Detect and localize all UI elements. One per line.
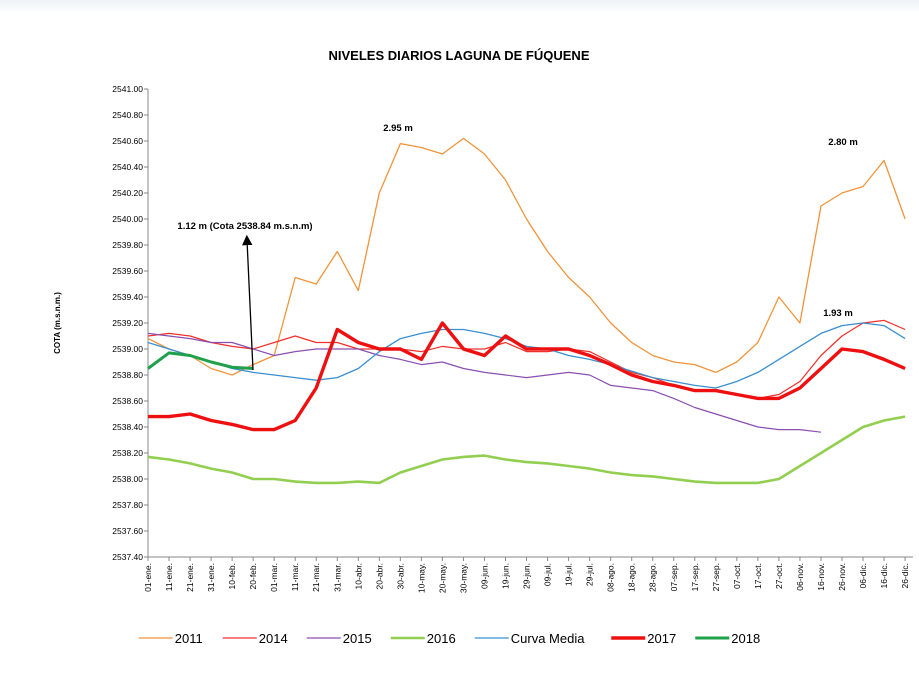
x-tick-label: 26-nov. (837, 563, 847, 591)
y-axis-label: COTA (m.s.n.m.) (53, 292, 62, 354)
x-tick-label: 26-dic. (900, 563, 910, 589)
x-tick-label: 21-ene. (185, 563, 195, 592)
x-tick-label: 01-mar. (269, 563, 279, 592)
x-tick-label: 31-mar. (332, 563, 342, 592)
series-line (147, 415, 906, 485)
y-tick-label: 2540.60 (112, 136, 143, 146)
y-tick-label: 2539.40 (112, 292, 143, 302)
series-line (147, 319, 906, 399)
y-tick-label: 2537.40 (112, 552, 143, 562)
x-tick-label: 29-jul. (585, 563, 595, 586)
x-tick-label: 16-dic. (879, 563, 889, 589)
legend-label: Curva Media (511, 631, 585, 646)
x-tick-label: 11-ene. (164, 563, 174, 591)
x-tick-label: 10-may. (416, 563, 426, 593)
y-tick-label: 2537.80 (112, 500, 143, 510)
x-tick-label: 01-ene. (143, 563, 153, 592)
series-line (147, 332, 822, 433)
x-tick-label: 20-feb. (248, 563, 258, 589)
legend-label: 2016 (427, 631, 456, 646)
y-tick-label: 2538.40 (112, 422, 143, 432)
y-tick-label: 2540.00 (112, 214, 143, 224)
x-tick-label: 27-sep. (711, 563, 721, 591)
x-tick-label: 30-abr. (395, 563, 405, 589)
x-tick-label: 30-may. (458, 563, 468, 593)
y-tick-label: 2539.80 (112, 240, 143, 250)
x-tick-label: 20-abr. (374, 563, 384, 589)
y-tick-label: 2539.20 (112, 318, 143, 328)
annotation: 1.93 m (823, 308, 853, 319)
x-tick-label: 10-abr. (353, 563, 363, 589)
x-tick-label: 29-jun. (522, 563, 532, 589)
legend-label: 2017 (647, 631, 676, 646)
annotation: 2.95 m (383, 123, 413, 134)
legend-label: 2018 (731, 631, 760, 646)
annotation-arrow (242, 234, 254, 371)
x-tick-label: 10-feb. (227, 563, 237, 589)
series-line (147, 322, 906, 389)
x-tick-label: 31-ene. (206, 563, 216, 592)
x-tick-label: 09-jun. (479, 563, 489, 589)
x-tick-label: 28-ago. (648, 563, 658, 592)
y-tick-label: 2540.40 (112, 162, 143, 172)
x-tick-label: 09-jul. (543, 563, 553, 586)
x-tick-label: 20-may. (437, 563, 447, 593)
x-tick-label: 21-mar. (311, 563, 321, 592)
y-tick-label: 2539.00 (112, 344, 143, 354)
annotation: 2.80 m (828, 137, 858, 148)
chart-title: NIVELES DIARIOS LAGUNA DE FÚQUENE (329, 48, 590, 63)
x-tick-label: 06-dic. (858, 563, 868, 589)
x-tick-label: 16-nov. (816, 563, 826, 591)
y-tick-label: 2538.20 (112, 448, 143, 458)
legend-label: 2011 (175, 631, 203, 646)
series-line (147, 137, 906, 376)
y-tick-label: 2538.00 (112, 474, 143, 484)
x-tick-label: 06-nov. (795, 563, 805, 591)
x-tick-label: 11-mar. (290, 563, 300, 591)
x-tick-label: 17-oct. (753, 563, 763, 589)
y-tick-label: 2541.00 (112, 84, 143, 94)
x-tick-label: 18-ago. (627, 563, 637, 592)
x-tick-label: 27-oct. (774, 563, 784, 589)
x-tick-label: 08-ago. (606, 563, 616, 592)
x-tick-label: 17-sep. (690, 563, 700, 591)
x-tick-label: 07-oct. (732, 563, 742, 589)
series-line (148, 321, 906, 432)
legend-label: 2015 (343, 631, 372, 646)
y-tick-label: 2540.20 (112, 188, 143, 198)
y-tick-label: 2537.60 (112, 526, 143, 536)
x-tick-label: 07-sep. (669, 563, 679, 591)
y-tick-label: 2539.60 (112, 266, 143, 276)
x-tick-label: 19-jun. (501, 563, 511, 589)
y-tick-label: 2538.60 (112, 396, 143, 406)
x-tick-label: 19-jul. (564, 563, 574, 586)
y-tick-label: 2538.80 (112, 370, 143, 380)
legend-label: 2014 (259, 631, 288, 646)
plot-lines (147, 137, 906, 485)
annotation: 1.12 m (Cota 2538.84 m.s.n.m) (177, 221, 312, 232)
y-tick-label: 2540.80 (112, 110, 143, 120)
series-line (147, 351, 254, 370)
